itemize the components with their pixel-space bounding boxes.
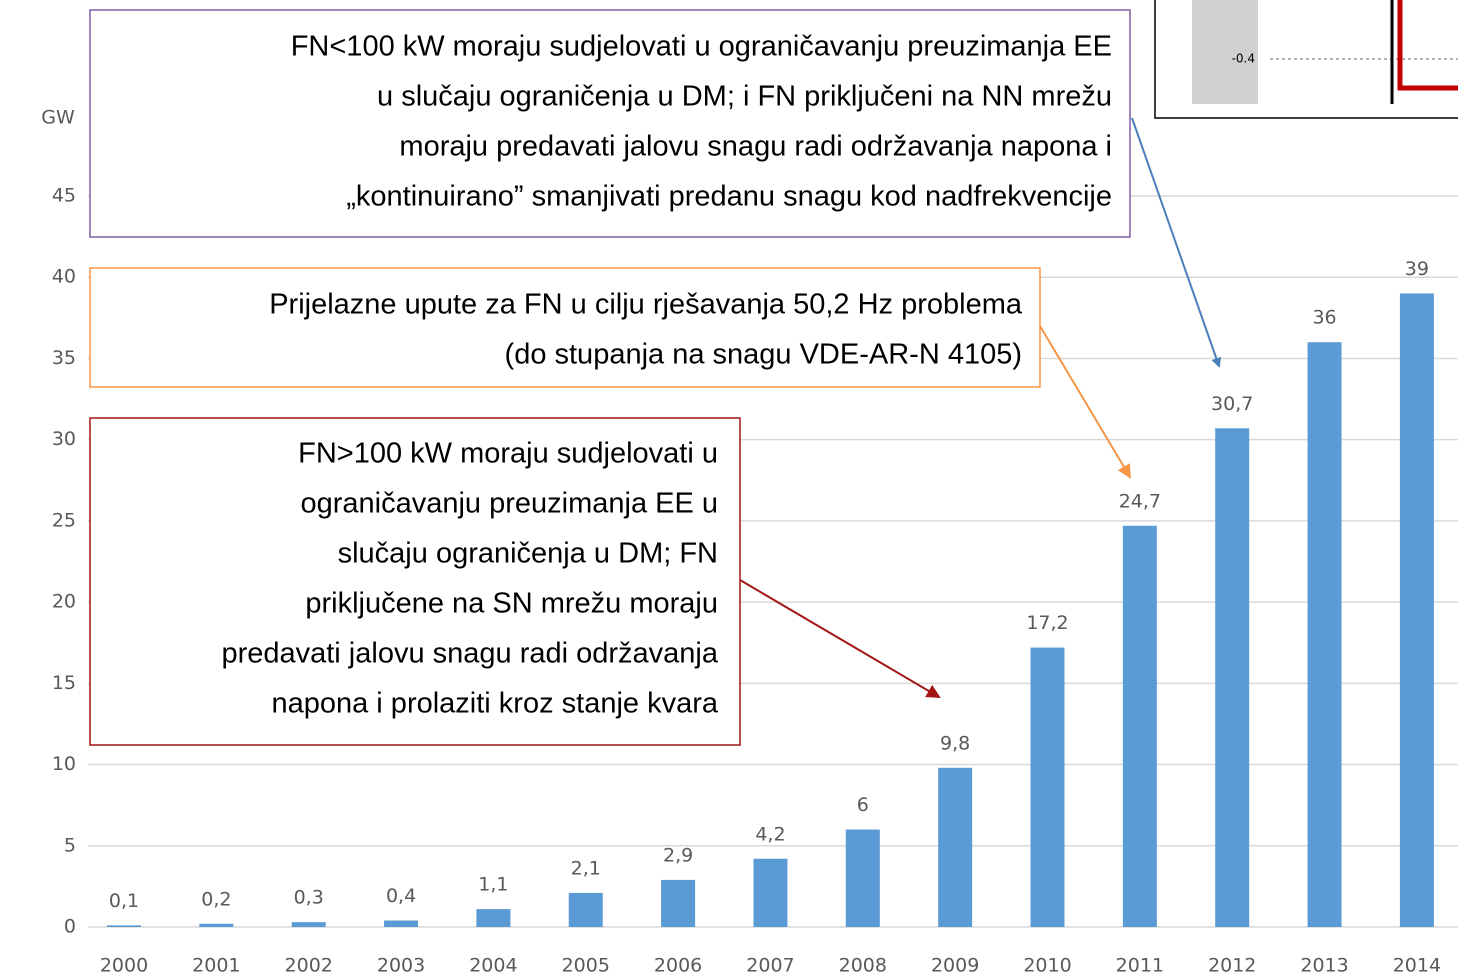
y-tick-label: 25 <box>52 509 76 531</box>
x-tick-label: 2006 <box>654 955 702 977</box>
x-tick-label: 2000 <box>100 955 148 977</box>
annotation-text: u slučaju ograničenja u DM; i FN priklju… <box>377 81 1112 113</box>
data-label: 6 <box>857 794 869 816</box>
y-tick-label: 30 <box>52 428 76 450</box>
bar <box>938 767 973 927</box>
data-label: 0,3 <box>294 887 324 909</box>
annotation-text: moraju predavati jalovu snagu radi održa… <box>399 131 1112 163</box>
data-label: 2,9 <box>663 844 693 866</box>
y-tick-label: 40 <box>52 266 76 288</box>
bar <box>476 909 511 927</box>
x-tick-label: 2013 <box>1300 955 1348 977</box>
y-tick-label: 5 <box>64 834 76 856</box>
x-tick-label: 2010 <box>1023 955 1071 977</box>
x-tick-label: 2002 <box>285 955 333 977</box>
annotation-text: FN>100 kW moraju sudjelovati u <box>298 438 718 470</box>
bar <box>384 920 419 927</box>
y-tick-label: 10 <box>52 753 76 775</box>
annotation-arrow <box>1039 325 1132 479</box>
bar <box>1030 647 1065 927</box>
data-label: 0,2 <box>201 888 231 910</box>
data-label: 0,1 <box>109 890 139 912</box>
bar <box>291 922 326 927</box>
data-label: 1,1 <box>478 874 508 896</box>
annotation: FN<100 kW moraju sudjelovati u ograničav… <box>89 9 1222 368</box>
x-tick-label: 2007 <box>746 955 794 977</box>
y-tick-label: 45 <box>52 185 76 207</box>
annotation-text: predavati jalovu snagu radi održavanja <box>221 638 718 670</box>
annotation-box <box>89 9 1131 238</box>
data-label: 24,7 <box>1119 490 1161 512</box>
y-axis-label: GW <box>41 107 75 129</box>
x-tick-label: 2009 <box>931 955 979 977</box>
annotation-text: „kontinuirano” smanjivati predanu snagu … <box>346 181 1112 213</box>
data-label: 4,2 <box>755 823 785 845</box>
data-label: 39 <box>1405 258 1429 280</box>
data-label: 0,4 <box>386 885 416 907</box>
annotation-text: slučaju ograničenja u DM; FN <box>338 538 718 570</box>
annotation: FN>100 kW moraju sudjelovati u ograničava… <box>89 417 941 746</box>
bar <box>107 925 141 927</box>
bar <box>1399 293 1434 927</box>
annotation-arrow <box>1131 117 1222 368</box>
bar <box>661 879 696 927</box>
annotation-text: Prijelazne upute za FN u cilju rješavanj… <box>269 289 1023 321</box>
bar <box>845 829 880 927</box>
data-label: 9,8 <box>940 732 970 754</box>
bar <box>1122 525 1157 927</box>
bar <box>568 892 603 927</box>
annotation-text: priključene na SN mrežu moraju <box>305 588 718 620</box>
x-tick-label: 2008 <box>839 955 887 977</box>
x-tick-label: 2005 <box>562 955 610 977</box>
annotation-arrow <box>739 579 941 699</box>
bar <box>199 923 234 927</box>
annotation: Prijelazne upute za FN u cilju rješavanj… <box>89 267 1132 479</box>
data-label: 17,2 <box>1026 612 1068 634</box>
x-tick-label: 2003 <box>377 955 425 977</box>
annotation-box <box>89 417 741 746</box>
data-label: 30,7 <box>1211 393 1253 415</box>
x-tick-label: 2004 <box>469 955 517 977</box>
x-tick-label: 2012 <box>1208 955 1256 977</box>
bar <box>753 858 788 927</box>
annotation-box <box>89 267 1041 388</box>
x-tick-label: 2001 <box>192 955 240 977</box>
y-tick-label: 0 <box>64 916 76 938</box>
y-tick-label: 35 <box>52 347 76 369</box>
y-tick-label: 15 <box>52 672 76 694</box>
bar <box>1215 428 1250 927</box>
annotation-text: napona i prolaziti kroz stanje kvara <box>271 688 718 720</box>
y-tick-label: 20 <box>52 591 76 613</box>
x-tick-label: 2011 <box>1116 955 1164 977</box>
annotation-text: (do stupanja na snagu VDE-AR-N 4105) <box>505 339 1022 371</box>
data-label: 36 <box>1312 307 1336 329</box>
annotation-text: FN<100 kW moraju sudjelovati u ograničav… <box>291 31 1112 63</box>
data-label: 2,1 <box>571 857 601 879</box>
annotation-text: ograničavanju preuzimanja EE u <box>300 488 718 520</box>
inset-label: -0.4 <box>1232 52 1255 66</box>
bar <box>1307 342 1342 927</box>
x-tick-label: 2014 <box>1393 955 1441 977</box>
inset: -0.4 <box>1154 0 1458 119</box>
